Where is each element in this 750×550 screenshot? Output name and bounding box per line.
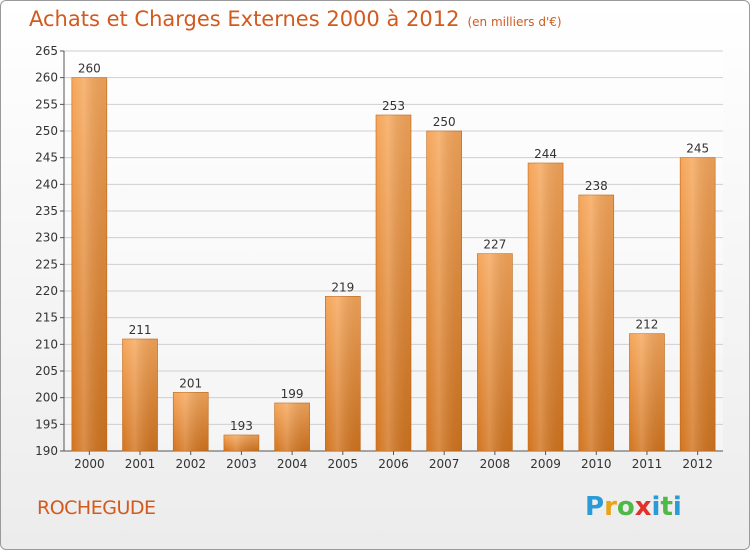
y-tick-label: 255	[35, 97, 58, 111]
data-label: 193	[230, 419, 253, 433]
bar-highlight	[325, 296, 361, 451]
x-tick-label: 2003	[226, 457, 257, 471]
data-label: 245	[686, 142, 709, 156]
bar-highlight	[680, 157, 716, 451]
bar-layer	[71, 77, 716, 452]
y-tick-label: 200	[35, 391, 58, 405]
y-tick-label: 215	[35, 311, 58, 325]
logo-letter: x	[634, 492, 652, 522]
data-label: 211	[129, 323, 152, 337]
x-tick-label: 2008	[480, 457, 511, 471]
chart-unit: (en milliers d'€)	[467, 15, 562, 29]
x-tick-label: 2002	[175, 457, 206, 471]
data-label: 227	[483, 238, 506, 252]
x-tick-label: 2009	[530, 457, 561, 471]
y-tick-label: 265	[35, 44, 58, 58]
x-tick-label: 2001	[125, 457, 156, 471]
y-tick-label: 260	[35, 71, 58, 85]
logo-letter: i	[651, 492, 661, 522]
label-layer: 260 2000 211 2001 201 2002 193 2003 199 2004 219 20…	[74, 62, 713, 471]
bar-highlight	[274, 403, 310, 451]
logo-letter: P	[585, 492, 605, 522]
data-label: 260	[78, 62, 101, 76]
x-tick-label: 2006	[378, 457, 409, 471]
y-tick-label: 225	[35, 257, 58, 271]
logo-letter: o	[616, 492, 635, 522]
y-tick-label: 220	[35, 284, 58, 298]
x-tick-label: 2004	[277, 457, 308, 471]
bar-highlight	[376, 115, 411, 451]
y-tick-label: 195	[35, 417, 58, 431]
bar-highlight	[426, 131, 462, 451]
bar-highlight	[173, 392, 209, 451]
bar-highlight	[578, 195, 614, 451]
data-label: 238	[585, 179, 608, 193]
data-label: 219	[331, 280, 354, 294]
y-tick-label: 230	[35, 231, 58, 245]
x-tick-label: 2000	[74, 457, 105, 471]
logo-letter: t	[660, 492, 673, 522]
x-tick-label: 2011	[632, 457, 663, 471]
x-tick-label: 2007	[429, 457, 460, 471]
bar-chart: 1901952002052102152202252302352402452502…	[35, 44, 723, 471]
y-tick-label: 190	[35, 444, 58, 458]
y-tick-label: 235	[35, 204, 58, 218]
data-label: 212	[636, 318, 659, 332]
data-label: 253	[382, 99, 405, 113]
x-tick-label: 2005	[328, 457, 359, 471]
data-label: 250	[433, 115, 456, 129]
bar-highlight	[528, 163, 564, 451]
chart-title: Achats et Charges Externes 2000 à 2012 (e…	[29, 7, 562, 31]
bar-highlight	[629, 333, 665, 451]
proxiti-logo[interactable]: Proxiti	[585, 492, 682, 522]
logo-letter: i	[672, 492, 682, 522]
x-tick-label: 2012	[682, 457, 713, 471]
bar-highlight	[122, 339, 158, 451]
y-tick-label: 205	[35, 364, 58, 378]
bar-highlight	[477, 253, 513, 451]
municipality-name: ROCHEGUDE	[37, 497, 156, 519]
logo-letter: r	[604, 492, 617, 522]
y-tick-label: 210	[35, 337, 58, 351]
data-label: 199	[281, 387, 304, 401]
x-tick-label: 2010	[581, 457, 612, 471]
bar-highlight	[71, 77, 107, 452]
y-tick-label: 245	[35, 151, 58, 165]
data-label: 244	[534, 147, 557, 161]
chart-title-text: Achats et Charges Externes 2000 à 2012	[29, 7, 460, 31]
bar-highlight	[223, 435, 259, 451]
y-tick-label: 250	[35, 124, 58, 138]
data-label: 201	[179, 376, 202, 390]
y-tick-label: 240	[35, 177, 58, 191]
